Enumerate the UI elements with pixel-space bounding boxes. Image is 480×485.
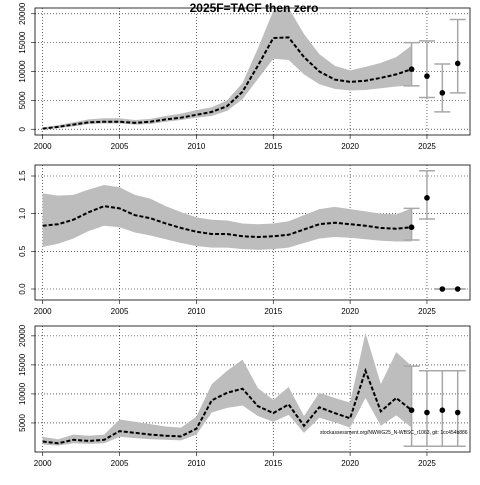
projection-point xyxy=(439,407,446,413)
x-tick-label: 2010 xyxy=(187,459,205,468)
estimate-line xyxy=(42,367,413,445)
x-tick-label: 2020 xyxy=(341,459,359,468)
confidence-band xyxy=(42,185,412,250)
y-tick-label: 5000 xyxy=(18,414,27,432)
y-tick-label: 20000 xyxy=(18,324,27,347)
y-tick-label: 20000 xyxy=(18,2,27,25)
chart-title: 2025F=TACF then zero xyxy=(190,1,319,15)
y-tick-label: 0.0 xyxy=(18,283,27,295)
x-tick-label: 2015 xyxy=(264,307,282,316)
x-tick-label: 2020 xyxy=(341,142,359,151)
x-tick-label: 2000 xyxy=(34,459,52,468)
projection-point xyxy=(439,90,446,96)
plot-frame xyxy=(34,7,471,136)
x-tick-label: 2005 xyxy=(111,307,129,316)
confidence-band xyxy=(42,332,412,446)
x-tick-label: 2015 xyxy=(264,142,282,151)
projection-point xyxy=(408,66,415,72)
x-tick-label: 2025 xyxy=(418,142,436,151)
confidence-band xyxy=(42,8,412,130)
projection-point xyxy=(408,224,415,231)
plot-frame xyxy=(34,325,471,453)
plot-frame xyxy=(34,164,471,301)
footnote: stockassessment.org/NWWG25_N-WBSC_r1063,… xyxy=(320,430,468,436)
x-tick-label: 2010 xyxy=(187,142,205,151)
y-tick-label: 15000 xyxy=(18,31,27,54)
y-tick-label: 10000 xyxy=(18,382,27,405)
projection-point xyxy=(454,409,461,416)
estimate-line xyxy=(42,36,412,130)
y-tick-label: 0.5 xyxy=(18,245,27,257)
estimate-line xyxy=(42,205,412,239)
y-tick-label: 5000 xyxy=(18,91,27,109)
projection-point xyxy=(454,286,461,292)
x-tick-label: 2005 xyxy=(111,142,129,151)
projection-point xyxy=(424,409,430,416)
y-tick-label: 0 xyxy=(18,126,27,131)
x-tick-label: 2020 xyxy=(341,307,359,316)
x-tick-label: 2000 xyxy=(34,142,52,151)
y-tick-label: 15000 xyxy=(18,353,27,376)
projection-point xyxy=(424,73,430,79)
x-tick-label: 2025 xyxy=(418,459,436,468)
projection-point xyxy=(424,195,430,201)
x-tick-label: 2025 xyxy=(418,307,436,316)
y-tick-label: 1.5 xyxy=(18,170,27,182)
x-tick-label: 2010 xyxy=(187,307,205,316)
x-tick-label: 2000 xyxy=(34,307,52,316)
y-tick-label: 10000 xyxy=(18,60,27,83)
projection-point xyxy=(439,286,446,292)
x-tick-label: 2015 xyxy=(264,459,282,468)
y-tick-label: 1.0 xyxy=(18,208,27,220)
x-tick-label: 2005 xyxy=(111,459,129,468)
projection-point xyxy=(454,60,461,67)
projection-point xyxy=(408,407,415,413)
